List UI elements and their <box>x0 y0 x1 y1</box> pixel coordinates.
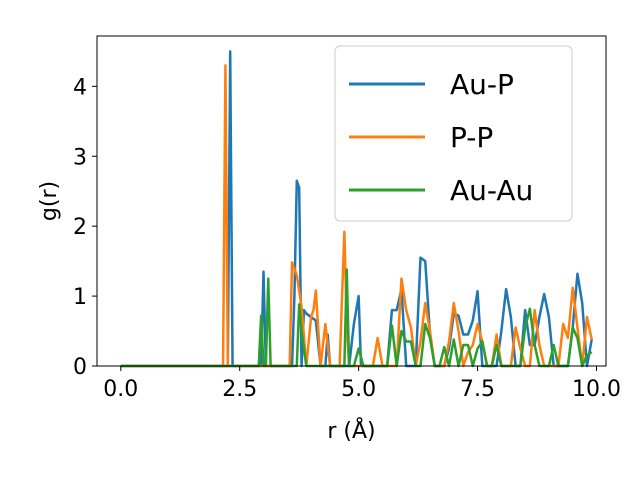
y-tick-label: 0 <box>73 355 87 380</box>
plot-frame <box>96 35 607 367</box>
series-line-p-p <box>120 64 593 368</box>
legend-box <box>334 45 573 222</box>
x-axis-label: r (Å) <box>327 417 375 444</box>
y-tick-label: 4 <box>73 75 87 100</box>
y-axis-label: g(r) <box>37 181 62 221</box>
x-tick-label: 0.0 <box>103 377 138 402</box>
x-tick-label: 5.0 <box>341 377 376 402</box>
x-tick-label: 10.0 <box>572 377 621 402</box>
y-tick-label: 3 <box>73 145 87 170</box>
legend: Au-P P-P Au-Au <box>334 45 573 222</box>
x-axis: 0.0 2.5 5.0 7.5 10.0 <box>103 366 621 402</box>
legend-label-p-p: P-P <box>450 121 493 154</box>
x-tick-label: 2.5 <box>222 377 257 402</box>
y-tick-label: 2 <box>73 215 87 240</box>
y-axis: 0 1 2 3 4 <box>73 75 97 380</box>
legend-label-au-p: Au-P <box>450 68 514 101</box>
y-tick-label: 1 <box>73 285 87 310</box>
x-tick-label: 7.5 <box>460 377 495 402</box>
legend-label-au-au: Au-Au <box>450 174 533 207</box>
